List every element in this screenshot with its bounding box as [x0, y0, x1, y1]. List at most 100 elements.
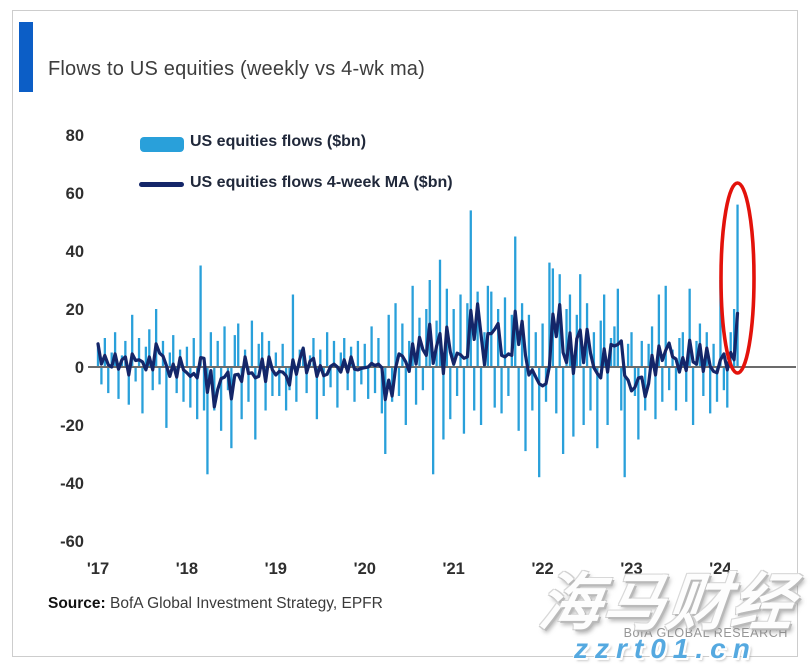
- legend-label-flows: US equities flows ($bn): [190, 133, 367, 150]
- weekly-flow-bar: [192, 338, 195, 367]
- weekly-flow-bar: [397, 367, 401, 396]
- weekly-flow-bar: [113, 332, 117, 367]
- weekly-flow-bar: [100, 367, 103, 385]
- weekly-flow-bar: [384, 367, 387, 454]
- weekly-flow-bar: [312, 338, 315, 367]
- weekly-flow-bar: [110, 352, 113, 367]
- weekly-flow-bar: [117, 367, 120, 399]
- weekly-flow-bar: [432, 367, 435, 475]
- weekly-flow-bar: [452, 309, 455, 367]
- weekly-flow-bar: [196, 367, 199, 420]
- weekly-flow-bar: [305, 367, 308, 394]
- weekly-flow-bar: [493, 367, 496, 408]
- weekly-flow-bar: [517, 367, 520, 431]
- weekly-flow-bar: [356, 340, 360, 367]
- weekly-flow-bar: [264, 367, 267, 411]
- weekly-flow-bar: [709, 367, 712, 414]
- weekly-flow-bar: [315, 367, 319, 420]
- weekly-flow-bar: [411, 285, 414, 367]
- weekly-flow-bar: [524, 367, 527, 452]
- weekly-flow-bar: [483, 332, 486, 367]
- weekly-flow-bar: [380, 367, 384, 414]
- weekly-flow-bar: [650, 326, 654, 367]
- y-axis-tick-label: -60: [60, 533, 84, 551]
- weekly-flow-bar: [637, 367, 640, 440]
- weekly-flow-bar: [466, 303, 469, 367]
- weekly-flow-bar: [589, 367, 592, 411]
- weekly-flow-bar: [233, 335, 236, 367]
- weekly-flow-bar: [582, 367, 585, 425]
- x-axis-tick-label: '23: [620, 560, 642, 578]
- weekly-flow-bar: [281, 343, 284, 367]
- weekly-flow-bar: [469, 210, 472, 367]
- weekly-flow-bar: [240, 367, 243, 420]
- weekly-flow-bar: [681, 332, 684, 367]
- weekly-flow-bar: [148, 329, 151, 367]
- weekly-flow-bar: [278, 367, 281, 396]
- weekly-flow-bar: [459, 294, 462, 367]
- x-axis-tick-label: '24: [709, 560, 732, 578]
- legend-line-swatch: [139, 182, 184, 187]
- x-axis-tick-label: '19: [265, 560, 287, 578]
- highlight-ellipse: [719, 181, 756, 375]
- source-label: Source:: [48, 595, 106, 612]
- y-axis-tick-label: 40: [66, 243, 84, 261]
- weekly-flow-bar: [473, 367, 476, 411]
- watermark-cn: 海马财经: [535, 569, 799, 638]
- weekly-flow-bar: [329, 367, 332, 388]
- weekly-flow-bar: [599, 320, 602, 367]
- source-text: BofA Global Investment Strategy, EPFR: [105, 595, 383, 612]
- weekly-flow-bar: [421, 367, 425, 391]
- weekly-flow-bar: [254, 367, 257, 440]
- weekly-flow-bar: [322, 367, 325, 396]
- weekly-flow-bar: [715, 367, 719, 402]
- weekly-flow-bar: [199, 265, 202, 367]
- watermark-url: zzrt01.cn: [574, 633, 757, 664]
- weekly-flow-bar: [134, 367, 137, 382]
- weekly-flow-bar: [503, 297, 507, 367]
- weekly-flow-bar: [127, 367, 130, 405]
- chart-title: Flows to US equities (weekly vs 4-wk ma): [48, 58, 425, 80]
- weekly-flow-bar: [667, 367, 671, 391]
- weekly-flow-bar: [343, 338, 346, 367]
- weekly-flow-bar: [438, 259, 442, 367]
- weekly-flow-bar: [141, 367, 144, 414]
- weekly-flow-bar: [325, 332, 329, 367]
- x-axis-tick-label: '17: [87, 560, 109, 578]
- x-axis-tick-label: '21: [443, 560, 465, 578]
- weekly-flow-bar: [572, 367, 575, 437]
- title-accent-bar: [19, 22, 33, 92]
- weekly-flow-bar: [175, 367, 178, 394]
- weekly-flow-bar: [640, 340, 643, 367]
- weekly-flow-bar: [284, 367, 288, 411]
- x-axis-tick-label: '18: [176, 560, 198, 578]
- x-axis-tick-label: '22: [531, 560, 553, 578]
- weekly-flow-bar: [274, 352, 277, 367]
- y-axis-tick-label: 20: [66, 301, 84, 319]
- weekly-flow-bar: [96, 343, 100, 367]
- weekly-flow-bar: [592, 332, 596, 367]
- weekly-flow-bar: [213, 367, 216, 411]
- weekly-flow-bar: [455, 367, 459, 396]
- weekly-flow-bar: [722, 367, 726, 391]
- weekly-flow-bar: [555, 367, 558, 414]
- x-axis-tick-label: '20: [354, 560, 376, 578]
- weekly-flow-bar: [209, 332, 213, 367]
- weekly-flow-bar: [726, 367, 729, 408]
- weekly-flow-bar: [230, 367, 233, 449]
- weekly-flow-bar: [630, 332, 633, 367]
- weekly-flow-bar: [691, 367, 695, 425]
- weekly-flow-bar: [408, 340, 411, 367]
- weekly-flow-bar: [647, 343, 650, 367]
- weekly-flow-bar: [219, 367, 223, 431]
- weekly-flow-bar: [514, 236, 517, 367]
- legend-bar-swatch: [140, 137, 184, 152]
- weekly-flow-bar: [702, 367, 705, 396]
- weekly-flow-bar: [688, 288, 691, 367]
- weekly-flow-bar: [462, 367, 466, 434]
- weekly-flow-bar: [579, 274, 582, 367]
- weekly-flow-bar: [401, 323, 404, 367]
- weekly-flow-bar: [182, 367, 185, 402]
- weekly-flow-bar: [370, 326, 373, 367]
